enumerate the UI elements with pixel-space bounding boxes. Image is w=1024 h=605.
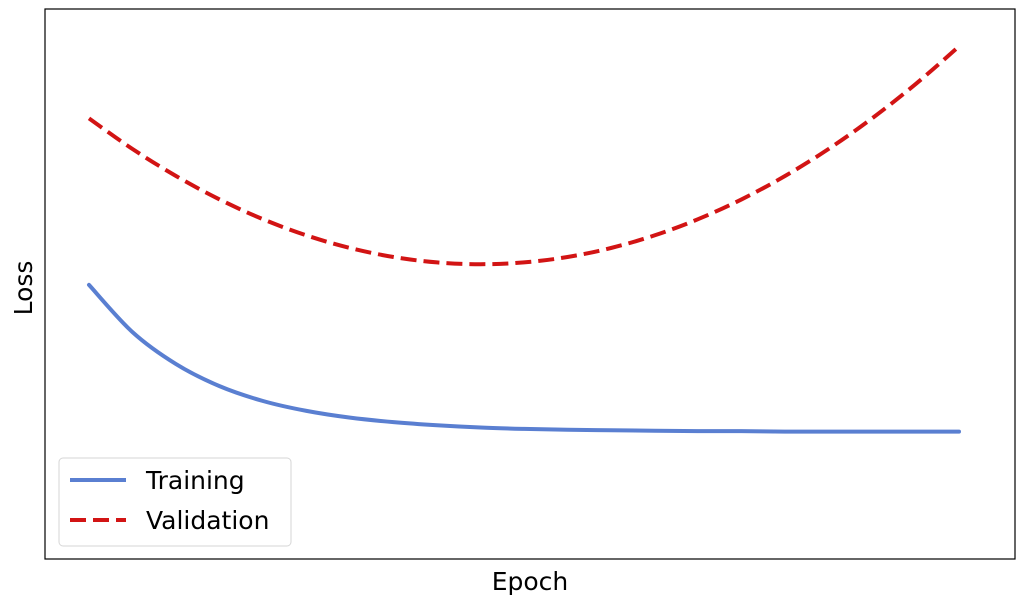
plot-frame bbox=[44, 8, 1016, 560]
y-axis-label: Loss bbox=[9, 261, 38, 316]
legend: Training Validation bbox=[58, 457, 292, 547]
series-layer bbox=[87, 44, 961, 434]
legend-item-validation: Validation bbox=[70, 506, 269, 535]
x-axis-label: Epoch bbox=[492, 567, 569, 596]
legend-label-validation: Validation bbox=[146, 506, 269, 535]
series-line-training bbox=[87, 282, 961, 434]
series-line-validation bbox=[87, 44, 961, 267]
legend-item-training: Training bbox=[70, 466, 245, 495]
legend-label-training: Training bbox=[145, 466, 245, 495]
